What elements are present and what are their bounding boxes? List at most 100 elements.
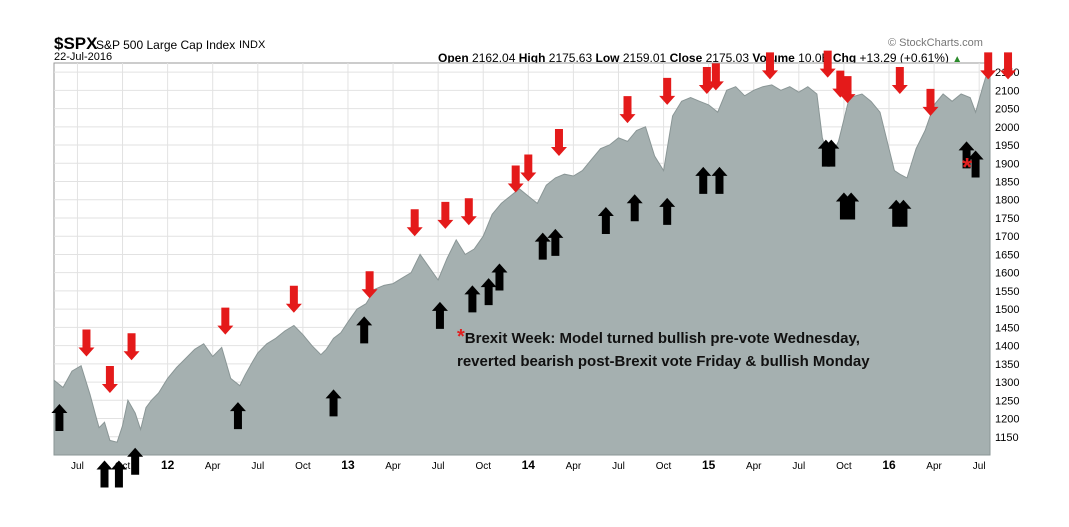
y-tick-label: 1850: [995, 177, 1019, 189]
brand-label: © StockCharts.com: [888, 37, 983, 49]
volume-value: 10.0B: [798, 51, 830, 65]
sell-arrow: [619, 96, 636, 124]
sell-arrow: [361, 271, 378, 299]
annotation-line-2: reverted bearish post-Brexit vote Friday…: [457, 353, 870, 370]
y-tick-label: 1750: [995, 213, 1019, 225]
chg-value: +13.29 (+0.61%): [859, 51, 949, 65]
annotation-star-icon: *: [457, 326, 465, 348]
exchange-label: INDX: [239, 39, 266, 51]
low-label: Low: [595, 51, 620, 65]
sell-arrow: [217, 307, 234, 335]
sell-arrow: [507, 165, 524, 193]
y-tick-label: 1200: [995, 414, 1019, 426]
x-tick-label: Jul: [71, 461, 84, 472]
y-tick-label: 1500: [995, 304, 1019, 316]
star-marker-icon: *: [962, 152, 973, 182]
sell-arrow: [839, 76, 856, 104]
signal-layer: [51, 50, 1017, 488]
sell-arrow: [659, 77, 676, 105]
x-tick-label: Oct: [656, 461, 672, 472]
open-label: Open: [438, 51, 469, 65]
x-tick-label: Oct: [836, 461, 852, 472]
x-tick-label: Apr: [205, 461, 221, 472]
buy-arrow: [51, 403, 68, 431]
y-tick-label: 1350: [995, 359, 1019, 371]
x-tick-label: Apr: [385, 461, 401, 472]
sell-arrow: [922, 88, 939, 116]
sell-arrow: [980, 52, 997, 80]
buy-arrow: [823, 139, 840, 167]
sell-arrow: [819, 50, 836, 78]
y-tick-label: 1450: [995, 322, 1019, 334]
sell-arrow: [78, 329, 95, 357]
close-label: Close: [669, 51, 703, 65]
y-tick-label: 1150: [995, 432, 1019, 444]
y-tick-label: 1800: [995, 195, 1019, 207]
buy-arrow: [110, 460, 127, 488]
x-tick-label: 16: [882, 458, 896, 472]
y-tick-label: 2000: [995, 122, 1019, 134]
buy-arrow: [958, 141, 975, 169]
axis-layer: 1150 1200 1250 1300 1350 1400 1450 1500 1550 1600…: [71, 67, 1019, 472]
buy-arrow: [229, 402, 246, 430]
y-tick-label: 1250: [995, 395, 1019, 407]
x-tick-label: 14: [522, 458, 536, 472]
buy-arrow: [534, 232, 551, 260]
buy-arrow: [127, 447, 144, 475]
buy-arrow: [480, 278, 497, 306]
x-tick-label: Jul: [973, 461, 986, 472]
buy-arrow: [843, 192, 860, 220]
y-tick-label: 1300: [995, 377, 1019, 389]
buy-arrow: [597, 207, 614, 235]
x-tick-label: Oct: [295, 461, 311, 472]
x-tick-label: Apr: [746, 461, 762, 472]
index-name: S&P 500 Large Cap Index: [96, 38, 236, 52]
y-tick-label: 1550: [995, 286, 1019, 298]
sell-arrow: [520, 154, 537, 182]
y-tick-label: 1400: [995, 341, 1019, 353]
y-tick-label: 1950: [995, 140, 1019, 152]
sell-arrow: [761, 52, 778, 80]
x-tick-label: Oct: [475, 461, 491, 472]
sell-arrow: [123, 333, 140, 361]
low-value: 2159.01: [622, 51, 667, 65]
buy-arrow: [659, 197, 676, 225]
buy-arrow: [431, 301, 448, 329]
sell-arrow: [698, 66, 715, 94]
buy-arrow: [711, 166, 728, 194]
x-tick-label: 13: [341, 458, 355, 472]
buy-arrow: [967, 150, 984, 178]
sell-arrow: [891, 66, 908, 94]
high-value: 2175.63: [548, 51, 593, 65]
high-label: High: [518, 51, 546, 65]
area-layer: [53, 62, 991, 456]
x-tick-label: Apr: [926, 461, 942, 472]
y-tick-label: 1600: [995, 268, 1019, 280]
annotation-line-1: Brexit Week: Model turned bullish pre-vo…: [464, 330, 860, 347]
buy-arrow: [626, 194, 643, 222]
x-tick-label: 15: [702, 458, 716, 472]
sell-arrow: [460, 198, 477, 226]
buy-arrow: [491, 263, 508, 291]
y-tick-label: 2100: [995, 85, 1019, 97]
date-label: 22-Jul-2016: [54, 51, 113, 63]
y-tick-label: 1700: [995, 231, 1019, 243]
sell-arrow: [707, 63, 724, 91]
buy-arrow: [96, 460, 113, 488]
buy-arrow: [464, 285, 481, 313]
buy-arrow: [895, 199, 912, 227]
x-tick-label: Jul: [792, 461, 805, 472]
sell-arrow: [101, 366, 118, 394]
brexit-annotation: *Brexit Week: Model turned bullish pre-v…: [457, 326, 897, 373]
open-value: 2162.04: [472, 51, 516, 65]
x-tick-label: Jul: [432, 461, 445, 472]
sell-arrow: [437, 201, 454, 229]
y-tick-label: 2050: [995, 104, 1019, 116]
y-tick-label: 1650: [995, 249, 1019, 261]
sell-arrow: [285, 285, 302, 313]
sell-arrow: [1000, 52, 1017, 80]
close-value: 2175.03: [705, 51, 749, 65]
x-tick-label: Jul: [251, 461, 264, 472]
